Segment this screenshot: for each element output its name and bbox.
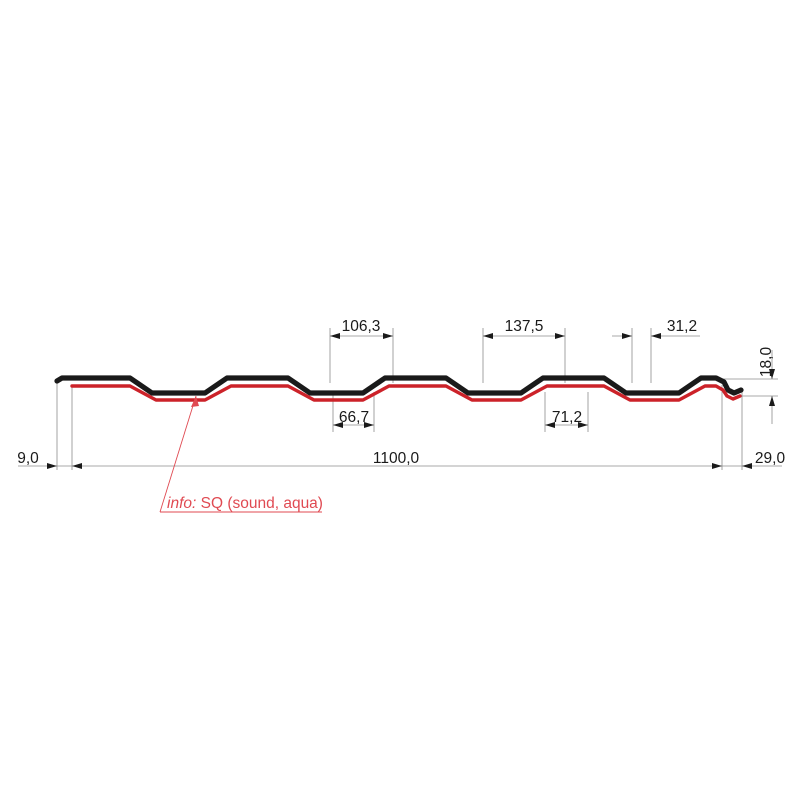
- arrow-1375-left: [483, 333, 493, 339]
- dim-label-29-0: 29,0: [755, 450, 786, 467]
- dim-label-66-7: 66,7: [339, 409, 369, 426]
- arrow-667-left: [333, 422, 343, 428]
- arrow-312-left: [622, 333, 632, 339]
- arrow-712-left: [545, 422, 555, 428]
- dim-label-9-0: 9,0: [17, 450, 39, 467]
- arrow-667-right: [364, 422, 374, 428]
- outer-sheet-profile: [54, 375, 744, 396]
- info-leader-arrowhead: [191, 396, 199, 407]
- arrowhead-group: [47, 333, 775, 469]
- dim-label-106-3: 106,3: [342, 318, 381, 335]
- arrow-180-top: [769, 369, 775, 379]
- arrow-290-right: [742, 463, 752, 469]
- arrow-180-bottom: [769, 396, 775, 406]
- arrow-290-left: [712, 463, 722, 469]
- info-annotation-keyword: info:: [167, 495, 196, 512]
- info-annotation-body: SQ (sound, aqua): [196, 495, 323, 512]
- arrow-1375-right: [555, 333, 565, 339]
- arrow-312-right: [651, 333, 661, 339]
- dim-label-71-2: 71,2: [552, 409, 582, 426]
- info-annotation-text: info: SQ (sound, aqua): [167, 495, 323, 512]
- arrow-712-right: [578, 422, 588, 428]
- dimension-line-group: [18, 328, 782, 470]
- inner-sheet-profile: [70, 384, 742, 402]
- info-leader-group: [159, 395, 322, 513]
- info-leader-line: [159, 395, 197, 513]
- arrow-90-left: [47, 463, 57, 469]
- dim-label-18-0: 18,0: [758, 347, 775, 378]
- arrow-106-right: [383, 333, 393, 339]
- arrow-90-right: [72, 463, 82, 469]
- dim-label-1100-0: 1100,0: [373, 450, 420, 467]
- dim-label-137-5: 137,5: [505, 318, 544, 335]
- dim-label-31-2: 31,2: [667, 318, 697, 335]
- arrow-106-left: [330, 333, 340, 339]
